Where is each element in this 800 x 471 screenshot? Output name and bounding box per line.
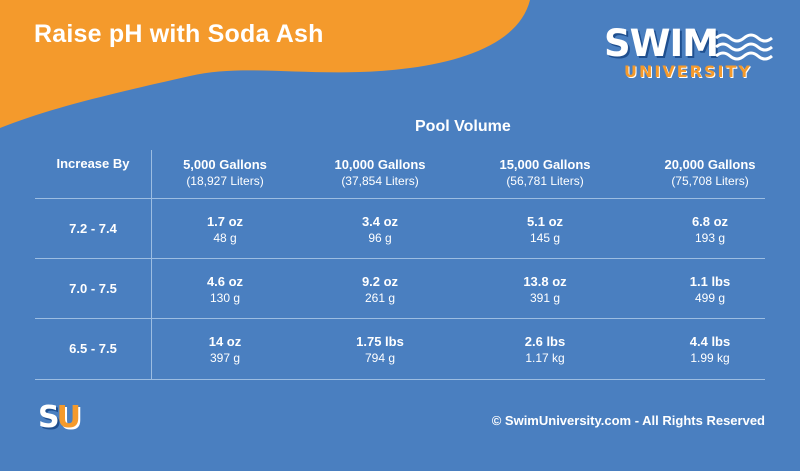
- row-label: 7.2 - 7.4: [69, 221, 117, 236]
- su-badge-logo: SU: [38, 400, 81, 435]
- column-header-label: 5,000 Gallons: [183, 157, 267, 172]
- column-header-label: 10,000 Gallons: [334, 157, 426, 172]
- cell-metric: 397 g: [209, 351, 241, 365]
- table-divider: [151, 150, 152, 380]
- column-header: 20,000 Gallons (75,708 Liters): [635, 156, 785, 190]
- column-header-sub: (56,781 Liters): [506, 174, 584, 188]
- waves-icon: [715, 33, 773, 61]
- column-header: 15,000 Gallons (56,781 Liters): [470, 156, 620, 190]
- cell-imperial: 1.75 lbs: [356, 334, 404, 349]
- table-rule: [35, 379, 765, 380]
- logo-university-text: UNIVERSITY: [624, 62, 752, 81]
- table-cell: 1.1 lbs 499 g: [635, 273, 785, 307]
- column-header: 10,000 Gallons (37,854 Liters): [305, 156, 455, 190]
- table-cell: 4.6 oz 130 g: [160, 273, 290, 307]
- cell-imperial: 1.7 oz: [206, 214, 244, 229]
- column-header-sub: (18,927 Liters): [186, 174, 264, 188]
- row-label: 6.5 - 7.5: [69, 341, 117, 356]
- cell-imperial: 5.1 oz: [526, 214, 564, 229]
- cell-imperial: 6.8 oz: [691, 214, 729, 229]
- column-header-sub: (75,708 Liters): [671, 174, 749, 188]
- table-rule: [35, 258, 765, 259]
- badge-s-letter: S: [38, 400, 60, 435]
- column-header-label: 15,000 Gallons: [499, 157, 591, 172]
- swim-university-logo: SWIM UNIVERSITY: [602, 22, 777, 84]
- cell-imperial: 1.1 lbs: [689, 274, 731, 289]
- table-cell: 2.6 lbs 1.17 kg: [470, 333, 620, 367]
- cell-imperial: 3.4 oz: [361, 214, 399, 229]
- cell-imperial: 4.4 lbs: [689, 334, 731, 349]
- row-label: 7.0 - 7.5: [69, 281, 117, 296]
- cell-metric: 1.99 kg: [690, 351, 730, 365]
- column-header-sub: (37,854 Liters): [341, 174, 419, 188]
- cell-metric: 1.17 kg: [525, 351, 565, 365]
- cell-imperial: 4.6 oz: [206, 274, 244, 289]
- table-cell: 9.2 oz 261 g: [305, 273, 455, 307]
- cell-metric: 794 g: [364, 351, 396, 365]
- increase-by-header: Increase By: [56, 156, 130, 171]
- table-cell: 6.8 oz 193 g: [635, 213, 785, 247]
- table-cell: 1.7 oz 48 g: [160, 213, 290, 247]
- cell-metric: 48 g: [213, 231, 237, 245]
- cell-metric: 261 g: [364, 291, 396, 305]
- page-title: Raise pH with Soda Ash: [34, 20, 324, 48]
- table-cell: 14 oz 397 g: [160, 333, 290, 367]
- table-cell: 1.75 lbs 794 g: [305, 333, 455, 367]
- cell-metric: 391 g: [529, 291, 561, 305]
- column-header-label: 20,000 Gallons: [664, 157, 756, 172]
- table-rule: [35, 318, 765, 319]
- table-cell: 3.4 oz 96 g: [305, 213, 455, 247]
- cell-imperial: 2.6 lbs: [524, 334, 566, 349]
- cell-metric: 499 g: [694, 291, 726, 305]
- pool-volume-heading: Pool Volume: [415, 118, 511, 135]
- table-cell: 13.8 oz 391 g: [470, 273, 620, 307]
- table-cell: 4.4 lbs 1.99 kg: [635, 333, 785, 367]
- cell-metric: 145 g: [529, 231, 561, 245]
- table-cell: 5.1 oz 145 g: [470, 213, 620, 247]
- badge-u-letter: U: [56, 400, 81, 435]
- cell-imperial: 13.8 oz: [523, 274, 567, 289]
- cell-metric: 96 g: [368, 231, 392, 245]
- cell-metric: 193 g: [694, 231, 726, 245]
- cell-imperial: 14 oz: [208, 334, 242, 349]
- cell-metric: 130 g: [209, 291, 241, 305]
- column-header: 5,000 Gallons (18,927 Liters): [160, 156, 290, 190]
- table-rule: [35, 198, 765, 199]
- copyright-text: © SwimUniversity.com - All Rights Reserv…: [491, 413, 765, 428]
- logo-swim-text: SWIM: [604, 22, 719, 65]
- cell-imperial: 9.2 oz: [361, 274, 399, 289]
